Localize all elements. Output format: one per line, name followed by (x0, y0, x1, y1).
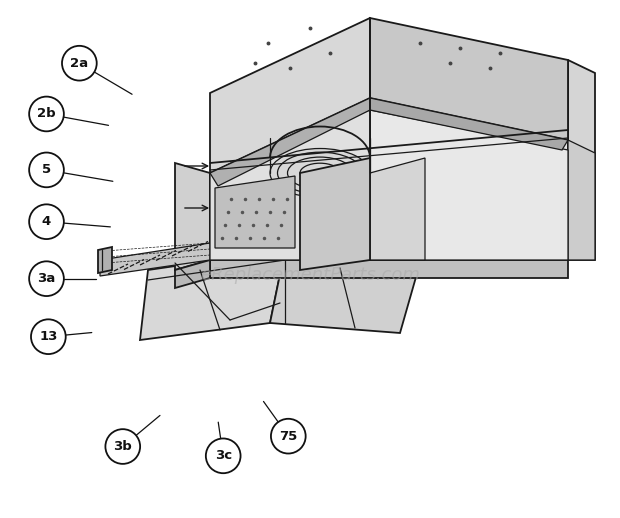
Ellipse shape (270, 149, 370, 197)
Circle shape (105, 429, 140, 464)
Polygon shape (370, 158, 425, 260)
Polygon shape (215, 176, 295, 248)
Polygon shape (300, 158, 370, 270)
Polygon shape (210, 110, 370, 260)
Text: 2a: 2a (70, 56, 89, 70)
Circle shape (29, 261, 64, 296)
Circle shape (62, 46, 97, 81)
Polygon shape (370, 18, 568, 140)
Polygon shape (270, 250, 420, 333)
Circle shape (29, 96, 64, 132)
Circle shape (271, 419, 306, 454)
Polygon shape (370, 98, 568, 150)
Text: 5: 5 (42, 163, 51, 177)
Polygon shape (140, 250, 285, 340)
Polygon shape (210, 18, 370, 173)
Text: eReplacementParts.com: eReplacementParts.com (200, 266, 420, 283)
Text: 3c: 3c (215, 449, 232, 463)
Polygon shape (568, 140, 595, 260)
Polygon shape (98, 247, 112, 273)
Polygon shape (210, 140, 568, 260)
Polygon shape (210, 98, 370, 186)
Text: 4: 4 (42, 215, 51, 228)
Polygon shape (100, 243, 210, 276)
Circle shape (29, 204, 64, 239)
Text: 13: 13 (39, 330, 58, 343)
Polygon shape (568, 60, 595, 260)
Text: 2b: 2b (37, 107, 56, 121)
Text: 3b: 3b (113, 440, 132, 453)
Circle shape (206, 438, 241, 473)
Polygon shape (175, 260, 210, 288)
Text: 75: 75 (279, 429, 298, 443)
Polygon shape (210, 260, 568, 278)
Circle shape (31, 319, 66, 354)
Polygon shape (370, 110, 568, 260)
Text: 3a: 3a (37, 272, 56, 285)
Polygon shape (175, 163, 210, 270)
Circle shape (29, 152, 64, 188)
